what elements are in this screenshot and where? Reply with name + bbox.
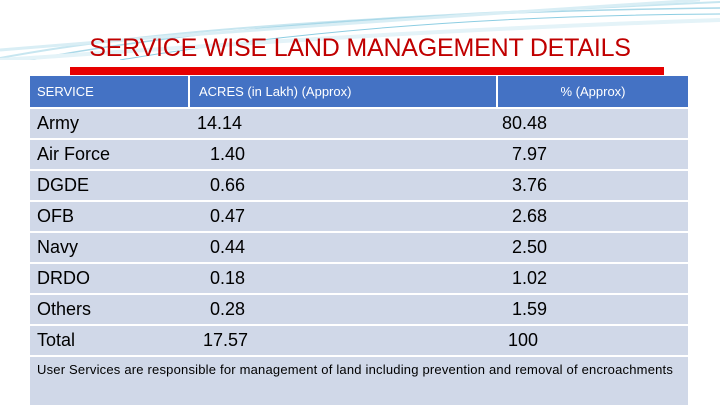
header-acres: ACRES (in Lakh) (Approx) bbox=[188, 76, 496, 107]
footnote: User Services are responsible for manage… bbox=[30, 357, 688, 405]
cell-service: Total bbox=[37, 330, 76, 350]
cell-percent: 2.68 bbox=[512, 206, 548, 226]
cell-acres: 0.47 bbox=[210, 206, 246, 226]
cell-acres: 0.18 bbox=[210, 268, 246, 288]
cell-acres: 0.66 bbox=[210, 175, 246, 195]
cell-service: Others bbox=[37, 299, 92, 319]
cell-acres: 1.40 bbox=[210, 144, 246, 164]
table-header-row: SERVICE ACRES (in Lakh) (Approx) % (Appr… bbox=[30, 76, 688, 109]
cell-percent: 3.76 bbox=[512, 175, 548, 195]
cell-service: DGDE bbox=[37, 175, 90, 195]
cell-percent: 80.48 bbox=[502, 113, 548, 133]
cell-percent: 1.59 bbox=[512, 299, 548, 319]
cell-percent: 2.50 bbox=[512, 237, 548, 257]
cell-percent: 100 bbox=[508, 330, 539, 350]
page-title: SERVICE WISE LAND MANAGEMENT DETAILS bbox=[89, 34, 631, 62]
cell-service: OFB bbox=[37, 206, 75, 226]
cell-acres: 14.14 bbox=[197, 113, 243, 133]
cell-acres: 0.44 bbox=[210, 237, 246, 257]
table-row-total: Total 17.57 100 bbox=[30, 326, 688, 357]
title-underline-bar bbox=[70, 67, 664, 75]
header-percent: % (Approx) bbox=[496, 76, 688, 107]
cell-acres: 17.57 bbox=[203, 330, 249, 350]
cell-service: DRDO bbox=[37, 268, 90, 288]
table-row: Army 14.14 80.48 bbox=[30, 109, 688, 140]
table-row: Navy 0.44 2.50 bbox=[30, 233, 688, 264]
table-row: OFB 0.47 2.68 bbox=[30, 202, 688, 233]
cell-percent: 1.02 bbox=[512, 268, 548, 288]
cell-service: Army bbox=[37, 113, 79, 133]
table-row: Air Force 1.40 7.97 bbox=[30, 140, 688, 171]
cell-acres: 0.28 bbox=[210, 299, 246, 319]
table-row: Others 0.28 1.59 bbox=[30, 295, 688, 326]
land-details-table: SERVICE ACRES (in Lakh) (Approx) % (Appr… bbox=[30, 76, 688, 405]
table-row: DRDO 0.18 1.02 bbox=[30, 264, 688, 295]
table-row: DGDE 0.66 3.76 bbox=[30, 171, 688, 202]
cell-service: Air Force bbox=[37, 144, 111, 164]
decorative-swoosh bbox=[0, 0, 720, 60]
cell-percent: 7.97 bbox=[512, 144, 548, 164]
header-service: SERVICE bbox=[37, 84, 94, 99]
cell-service: Navy bbox=[37, 237, 79, 257]
